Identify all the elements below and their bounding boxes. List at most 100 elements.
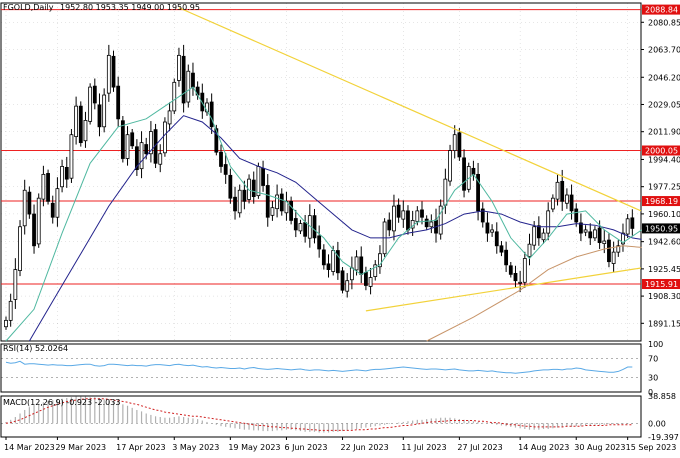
candle-body <box>209 101 214 128</box>
candle-body <box>326 263 331 270</box>
candle-body <box>527 243 532 257</box>
candle-body <box>181 55 186 104</box>
candle-body <box>186 70 191 103</box>
current-price-tag <box>642 223 680 234</box>
candle-body <box>219 151 223 167</box>
candle-body <box>134 146 139 171</box>
candle-body <box>406 210 410 231</box>
candle-body <box>536 225 541 239</box>
candle-body <box>583 229 588 233</box>
candle-body <box>457 132 462 158</box>
rsi-line <box>5 360 633 374</box>
candle-body <box>83 120 88 142</box>
candle-body <box>345 280 350 292</box>
rsi-tick-label: 100 <box>648 340 663 349</box>
candle-body <box>611 251 616 264</box>
candle-body <box>92 85 97 104</box>
candle-body <box>88 86 93 122</box>
candle-body <box>452 134 457 151</box>
date-tick-label: 19 May 2023 <box>228 443 280 452</box>
candle-body <box>541 232 546 241</box>
candle-body <box>69 134 74 179</box>
date-tick-label: 22 Jun 2023 <box>341 443 389 452</box>
candle-body <box>130 132 135 147</box>
candle-body <box>448 150 452 182</box>
candle-body <box>317 235 322 250</box>
candle-body <box>364 272 368 286</box>
candle-body <box>321 249 326 266</box>
candle-body <box>368 277 373 287</box>
price-tick-label: 1925.45 <box>648 265 680 274</box>
candle-body <box>111 55 116 88</box>
candle-body <box>420 209 424 218</box>
level-tag <box>642 196 680 207</box>
candle-body <box>574 208 579 223</box>
candle-body <box>429 221 434 228</box>
candle-body <box>293 218 298 231</box>
grid-layer <box>0 2 642 438</box>
candle-body <box>191 72 195 88</box>
price-tick-label: 2011.90 <box>648 128 680 137</box>
rsi-tick-label: 70 <box>648 354 658 363</box>
candle-body <box>597 227 602 244</box>
candle-body <box>508 265 513 275</box>
candle-body <box>621 232 625 245</box>
rsi-frame <box>0 343 642 393</box>
price-tick-label: 1942.60 <box>648 238 680 247</box>
date-tick-label: 14 Aug 2023 <box>518 443 569 452</box>
date-tick-label: 29 Mar 2023 <box>55 443 106 452</box>
candle-body <box>298 223 303 232</box>
candle-body <box>546 210 551 234</box>
current-price-label: 1950.95 <box>645 224 678 233</box>
candle-body <box>172 81 177 112</box>
candle-body <box>490 229 495 233</box>
candle-body <box>78 105 83 144</box>
candle-body <box>36 197 41 245</box>
candle-body <box>163 121 167 154</box>
candle-body <box>438 205 443 235</box>
candle-body <box>588 231 593 239</box>
level-tag <box>642 279 680 290</box>
level-tag-label: 1915.91 <box>645 280 678 289</box>
date-tick-label: 27 Jul 2023 <box>457 443 502 452</box>
candle-body <box>106 54 111 94</box>
candle-body <box>256 166 261 197</box>
candle-body <box>387 219 392 231</box>
candle-body <box>392 205 396 232</box>
candle-body <box>349 267 354 281</box>
price-tick-label: 2029.05 <box>648 100 680 109</box>
macd-frame <box>0 395 642 438</box>
candle-body <box>148 131 153 155</box>
candle-body <box>602 240 607 244</box>
rsi-tick-label: 0 <box>648 388 653 397</box>
candle-body <box>279 193 284 212</box>
macd-signal-line <box>5 398 633 431</box>
rsi-tick-label: 30 <box>648 374 658 383</box>
candle-body <box>359 256 364 275</box>
candle-body <box>261 167 265 186</box>
candle-body <box>415 210 420 222</box>
candle-body <box>144 144 149 155</box>
candle-body <box>462 157 466 191</box>
price-tick-label: 2046.20 <box>648 73 680 82</box>
level-tag-label: 2000.05 <box>645 146 678 155</box>
candle-body <box>13 269 18 300</box>
date-tick-label: 14 Mar 2023 <box>4 443 55 452</box>
candle-body <box>27 191 32 215</box>
candle-body <box>125 134 130 159</box>
candle-body <box>22 189 27 227</box>
macd-tick-label: -19.397 <box>648 433 679 442</box>
candle-body <box>564 194 569 204</box>
candle-body <box>139 142 144 170</box>
candle-body <box>242 189 247 202</box>
price-frame <box>0 2 642 342</box>
candle-body <box>102 94 107 128</box>
price-tick-label: 1960.10 <box>648 210 680 219</box>
candle-body <box>504 249 509 266</box>
rsi-title: RSI(14) 52.0264 <box>3 344 68 353</box>
candle-body <box>480 208 485 223</box>
candle-body <box>396 204 401 218</box>
level-tag-label: 2088.84 <box>645 6 678 15</box>
candle-body <box>625 218 630 235</box>
